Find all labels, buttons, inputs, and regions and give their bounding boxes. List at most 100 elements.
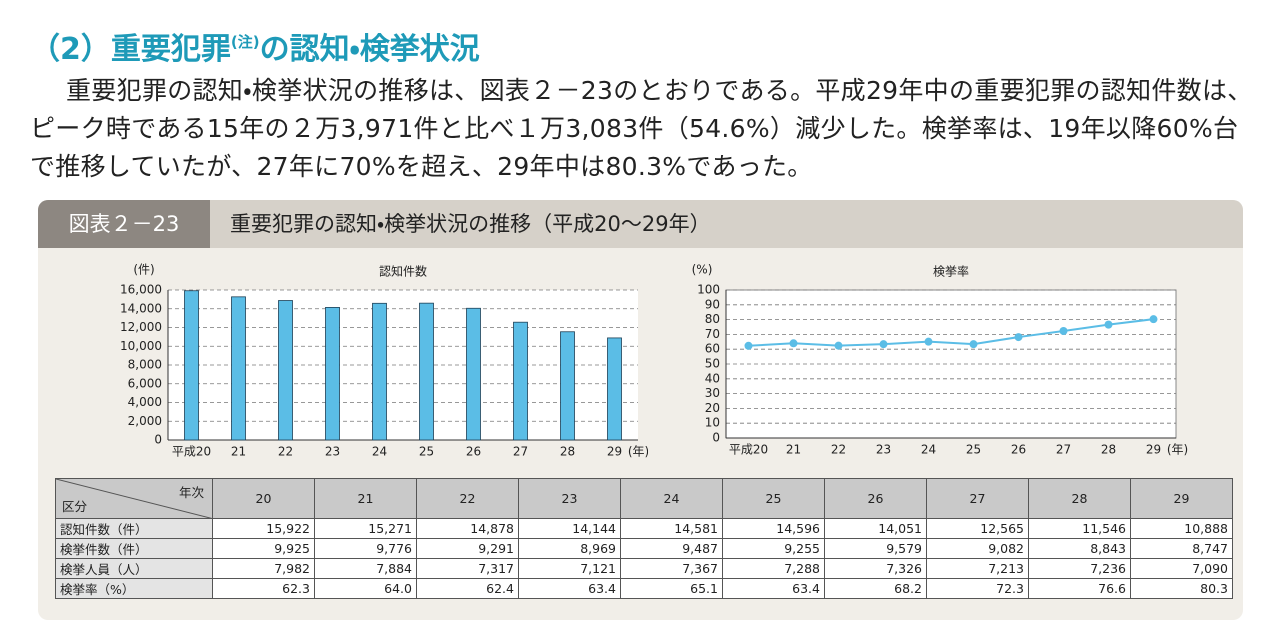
column-header: 22: [416, 478, 519, 519]
diagonal: [56, 479, 214, 519]
point: [744, 341, 753, 350]
cell: 9,487: [620, 538, 723, 559]
bar: [325, 307, 340, 441]
cell: 63.4: [518, 578, 621, 599]
chart: 認知件数 (件) 0 2,000 4,000 6,000 8,000 10,000 12,000…: [120, 263, 648, 459]
cell: 63.4: [722, 578, 825, 599]
column-header: 25: [722, 478, 825, 519]
corner-cell: 年次区分: [55, 478, 214, 519]
x-tick-label: 22: [831, 443, 846, 457]
x-tick-label: 28: [560, 445, 575, 459]
x-unit: (年): [1167, 443, 1188, 457]
column-header: 29: [1130, 478, 1233, 519]
bar: [419, 302, 434, 441]
column-header: 20: [212, 478, 315, 519]
figure: 図表２－23 重要犯罪の認知・検挙状況の推移（平成20～29年） 認知件数 (件)…: [38, 200, 1243, 620]
figure-header: 図表２－23 重要犯罪の認知・検挙状況の推移（平成20～29年）: [38, 200, 1243, 248]
y-tick-label: 8,000: [128, 358, 162, 372]
point: [1014, 333, 1023, 342]
y-tick-label: 90: [705, 297, 720, 311]
bar: [607, 337, 622, 441]
bar: [231, 296, 246, 441]
x-tick-label: 24: [921, 443, 936, 457]
x-tick-label: 23: [876, 443, 891, 457]
cell: 7,326: [824, 558, 927, 579]
x-tick-label: 21: [786, 443, 801, 457]
cell: 15,922: [212, 518, 315, 539]
row-label: 検挙件数（件）: [55, 538, 213, 559]
y-tick-label: 70: [705, 327, 720, 341]
cell: 14,596: [722, 518, 825, 539]
y-tick-label: 40: [705, 371, 720, 385]
cell: 62.4: [416, 578, 519, 599]
cell: 65.1: [620, 578, 723, 599]
point: [1104, 320, 1113, 329]
row-label: 検挙人員（人）: [55, 558, 213, 579]
heading-note: (注): [230, 33, 260, 51]
cell: 8,747: [1130, 538, 1233, 559]
x-tick-label: 25: [419, 445, 434, 459]
cell: 8,969: [518, 538, 621, 559]
cell: 7,213: [926, 558, 1029, 579]
cell: 14,051: [824, 518, 927, 539]
x-tick-label: 22: [278, 445, 293, 459]
y-tick-label: 10: [705, 416, 720, 430]
x-tick-label: 27: [513, 445, 528, 459]
bar: [513, 321, 528, 441]
column-header: 27: [926, 478, 1029, 519]
y-tick-label: 20: [705, 401, 720, 415]
cell: 72.3: [926, 578, 1029, 599]
paragraph: 重要犯罪の認知・検挙状況の推移は、図表２－23のとおりである。平成29年中の重要…: [30, 76, 1253, 181]
x-tick-label: 29: [607, 445, 622, 459]
y-tick-label: 100: [697, 283, 720, 297]
cell: 8,843: [1028, 538, 1131, 559]
cell: 76.6: [1028, 578, 1131, 599]
column-header: 26: [824, 478, 927, 519]
point: [879, 340, 888, 349]
cell: 64.0: [314, 578, 417, 599]
cell: 10,888: [1130, 518, 1233, 539]
y-tick-label: 0: [154, 433, 162, 447]
cell: 7,288: [722, 558, 825, 579]
y-tick-label: 14,000: [120, 301, 162, 315]
x-tick-label: 28: [1101, 443, 1116, 457]
figure-title: 重要犯罪の認知・検挙状況の推移（平成20～29年）: [230, 212, 711, 236]
y-unit: (%): [692, 263, 713, 277]
y-unit: (件): [133, 263, 154, 277]
point: [1149, 315, 1158, 324]
row-label: 認知件数（件）: [55, 518, 213, 539]
x-unit: (年): [628, 445, 648, 459]
y-tick-label: 12,000: [120, 320, 162, 334]
cell: 9,291: [416, 538, 519, 559]
bar: [560, 331, 575, 441]
y-tick-label: 80: [705, 312, 720, 326]
point: [969, 340, 978, 349]
cell: 14,581: [620, 518, 723, 539]
x-tick-label: 23: [325, 445, 340, 459]
cell: 68.2: [824, 578, 927, 599]
cell: 62.3: [212, 578, 315, 599]
x-tick-label: 24: [372, 445, 387, 459]
point: [834, 341, 843, 350]
heading: （2）重要犯罪(注)の認知・検挙状況: [30, 24, 480, 68]
corner-bottom: 区分: [62, 499, 88, 514]
cell: 7,236: [1028, 558, 1131, 579]
x-tick-label: 26: [1011, 443, 1026, 457]
heading-text: の認知・検挙状況: [259, 32, 480, 67]
x-tick-label: 29: [1146, 443, 1161, 457]
column-header: 23: [518, 478, 621, 519]
point: [924, 337, 933, 346]
x-tick-label: 21: [231, 445, 246, 459]
cell: 7,090: [1130, 558, 1233, 579]
column-header: 24: [620, 478, 723, 519]
corner-top: 年次: [178, 485, 204, 500]
header-row: 年次 区分 20 21 22 23 24 25 26 27 28 29: [55, 478, 1233, 519]
x-tick-label: 26: [466, 445, 481, 459]
y-tick-label: 4,000: [128, 395, 162, 409]
cell: 80.3: [1130, 578, 1233, 599]
table-row: 認知件数（件） 15,922 15,271 14,878 14,144 14,581 14,…: [55, 518, 1233, 539]
cell: 12,565: [926, 518, 1029, 539]
cell: 7,317: [416, 558, 519, 579]
